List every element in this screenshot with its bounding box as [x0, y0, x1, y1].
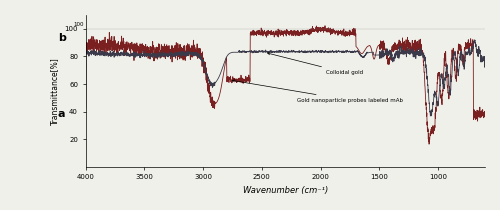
Text: b: b — [58, 33, 66, 43]
Text: a: a — [58, 109, 66, 119]
Text: Gold nanoparticle probes labeled mAb: Gold nanoparticle probes labeled mAb — [232, 80, 403, 103]
Text: Colloidal gold: Colloidal gold — [268, 52, 364, 75]
Text: 100: 100 — [73, 22, 84, 28]
X-axis label: Wavenumber (cm⁻¹): Wavenumber (cm⁻¹) — [242, 186, 328, 195]
Y-axis label: Transmittance[%]: Transmittance[%] — [50, 57, 59, 125]
